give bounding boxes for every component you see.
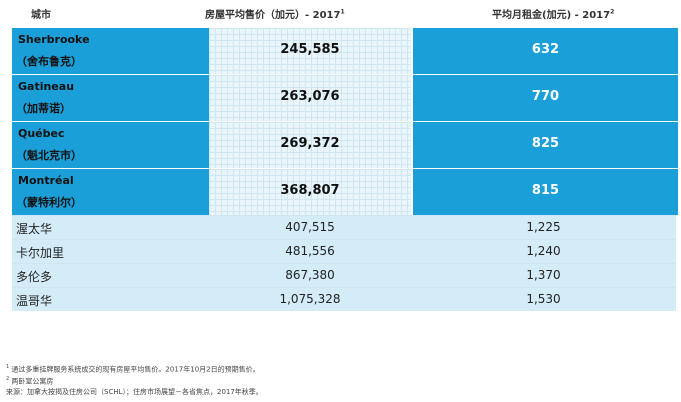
source-note: 来源：加拿大按揭及住房公司（SCHL）；住房市场展望－各省焦点，2017年秋季。 (6, 387, 263, 396)
price-value: 368,807 (280, 183, 340, 198)
rent-cell: 770 (411, 75, 678, 121)
rent-cell: 1,225 (411, 216, 676, 239)
footnote-2-mark: 2 (6, 376, 10, 383)
header-rent: 平均月租金(加元) - 20172 (492, 6, 614, 21)
header-rent-footnote-mark: 2 (610, 8, 615, 16)
table-row: 卡尔加里 481,556 1,240 (12, 239, 676, 263)
city-cell: 多伦多 (12, 264, 209, 287)
city-cell: Montréal （蒙特利尔） (12, 169, 209, 215)
table-row: Gatineau （加蒂诺） 263,076 770 (12, 74, 678, 121)
rent-value: 632 (531, 42, 560, 57)
rent-cell: 1,530 (411, 288, 676, 311)
price-value: 269,372 (280, 136, 340, 151)
rent-value: 770 (531, 89, 560, 104)
price-cell: 269,372 (209, 122, 411, 168)
city-cell: 渥太华 (12, 216, 209, 239)
rent-value: 1,240 (526, 244, 561, 258)
header-price-label: 房屋平均售价（加元）- 2017 (205, 10, 341, 21)
table-row: 温哥华 1,075,328 1,530 (12, 287, 676, 311)
table-row: 渥太华 407,515 1,225 (12, 215, 676, 239)
price-value: 245,585 (280, 42, 340, 57)
price-value: 867,380 (285, 268, 335, 282)
city-name-zh: （蒙特利尔） (16, 196, 82, 209)
price-cell: 1,075,328 (209, 288, 411, 311)
footnote-1: 1 通过多重挂牌服务系统成交的现有房屋平均售价。2017年10月2日的预期售价。 (6, 362, 263, 374)
rent-value: 815 (531, 183, 560, 198)
header-price-footnote-mark: 1 (340, 8, 345, 16)
city-cell: Sherbrooke （舍布鲁克） (12, 28, 209, 74)
table-row: Québec （魁北克市） 269,372 825 (12, 121, 678, 168)
city-name-en: Gatineau (18, 80, 75, 93)
price-value: 1,075,328 (279, 292, 341, 306)
header-rent-label: 平均月租金(加元) - 2017 (492, 10, 611, 21)
city-name: 渥太华 (16, 222, 53, 236)
city-cell: 温哥华 (12, 288, 209, 311)
footnote-1-mark: 1 (6, 364, 10, 370)
rent-cell: 825 (411, 122, 678, 168)
rent-value: 1,370 (526, 268, 561, 282)
price-value: 263,076 (280, 89, 340, 104)
footnote-2-text: 两卧室公寓房 (11, 377, 54, 386)
city-name: 多伦多 (16, 270, 53, 284)
rent-cell: 1,240 (411, 240, 676, 263)
rent-cell: 1,370 (411, 264, 676, 287)
price-cell: 407,515 (209, 216, 411, 239)
rent-cell: 632 (411, 28, 678, 74)
header-city: 城市 (31, 10, 51, 21)
table-row: Sherbrooke （舍布鲁克） 245,585 632 (12, 27, 678, 74)
price-cell: 481,556 (209, 240, 411, 263)
city-name-zh: （加蒂诺） (16, 102, 71, 115)
header-price: 房屋平均售价（加元）- 20171 (205, 6, 345, 21)
city-cell: 卡尔加里 (12, 240, 209, 263)
city-cell: Gatineau （加蒂诺） (12, 75, 209, 121)
city-name-zh: （舍布鲁克） (16, 55, 82, 68)
table-row: Montréal （蒙特利尔） 368,807 815 (12, 168, 678, 215)
city-name: 卡尔加里 (16, 246, 65, 260)
footnote-2: 2 两卧室公寓房 (6, 374, 263, 386)
price-cell: 263,076 (209, 75, 411, 121)
rent-value: 1,530 (526, 292, 561, 306)
price-cell: 867,380 (209, 264, 411, 287)
rent-value: 825 (531, 136, 560, 151)
city-name-en: Sherbrooke (18, 33, 90, 46)
city-name-en: Montréal (18, 174, 74, 187)
city-name: 温哥华 (16, 294, 53, 308)
price-cell: 245,585 (209, 28, 411, 74)
city-name-en: Québec (18, 127, 65, 140)
footnote-1-text: 通过多重挂牌服务系统成交的现有房屋平均售价。2017年10月2日的预期售价。 (11, 365, 260, 374)
footnotes: 1 通过多重挂牌服务系统成交的现有房屋平均售价。2017年10月2日的预期售价。… (6, 362, 263, 397)
rent-value: 1,225 (526, 220, 561, 234)
housing-table: Sherbrooke （舍布鲁克） 245,585 632 Gatineau （… (12, 27, 678, 311)
city-cell: Québec （魁北克市） (12, 122, 209, 168)
price-cell: 368,807 (209, 169, 411, 215)
rent-cell: 815 (411, 169, 678, 215)
price-value: 407,515 (285, 220, 335, 234)
price-value: 481,556 (285, 244, 335, 258)
table-row: 多伦多 867,380 1,370 (12, 263, 676, 287)
city-name-zh: （魁北克市） (16, 149, 82, 162)
table-header: 城市 房屋平均售价（加元）- 20171 平均月租金(加元) - 20172 (0, 0, 681, 26)
